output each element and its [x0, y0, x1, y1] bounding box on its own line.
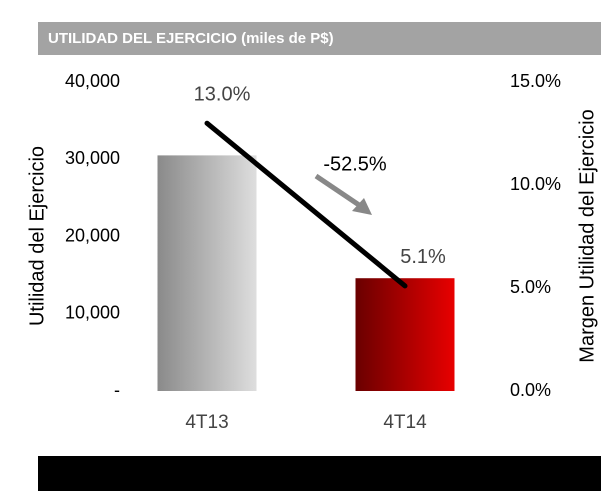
bar: [355, 278, 455, 391]
x-tick-label: 4T14: [383, 412, 427, 433]
change-arrow-head: [352, 198, 372, 215]
title-band: [38, 22, 601, 55]
y2-tick-label: 10.0%: [510, 174, 561, 194]
x-tick-label: 4T13: [185, 412, 228, 433]
y-tick-label: 30,000: [65, 148, 120, 168]
line: [204, 120, 408, 289]
footer-band: [38, 456, 601, 491]
y2-tick-label: 5.0%: [510, 277, 551, 297]
annotation: -52.5%: [323, 153, 387, 175]
data-label: 5.1%: [400, 246, 446, 268]
y2-axis-label: Margen Utilidad del Ejercicio: [576, 109, 598, 362]
y-axis-label: Utilidad del Ejercicio: [26, 146, 48, 326]
change-arrow: [314, 173, 364, 210]
y-tick-label: 20,000: [65, 225, 120, 245]
y-tick-label: -: [114, 380, 120, 400]
y-tick-label: 40,000: [65, 71, 120, 91]
bar: [157, 155, 257, 391]
data-label: 13.0%: [194, 83, 251, 105]
y2-tick-label: 0.0%: [510, 380, 551, 400]
chart-title: UTILIDAD DEL EJERCICIO (miles de P$): [48, 30, 334, 47]
y-tick-label: 10,000: [65, 303, 120, 323]
y2-tick-label: 15.0%: [510, 71, 561, 91]
